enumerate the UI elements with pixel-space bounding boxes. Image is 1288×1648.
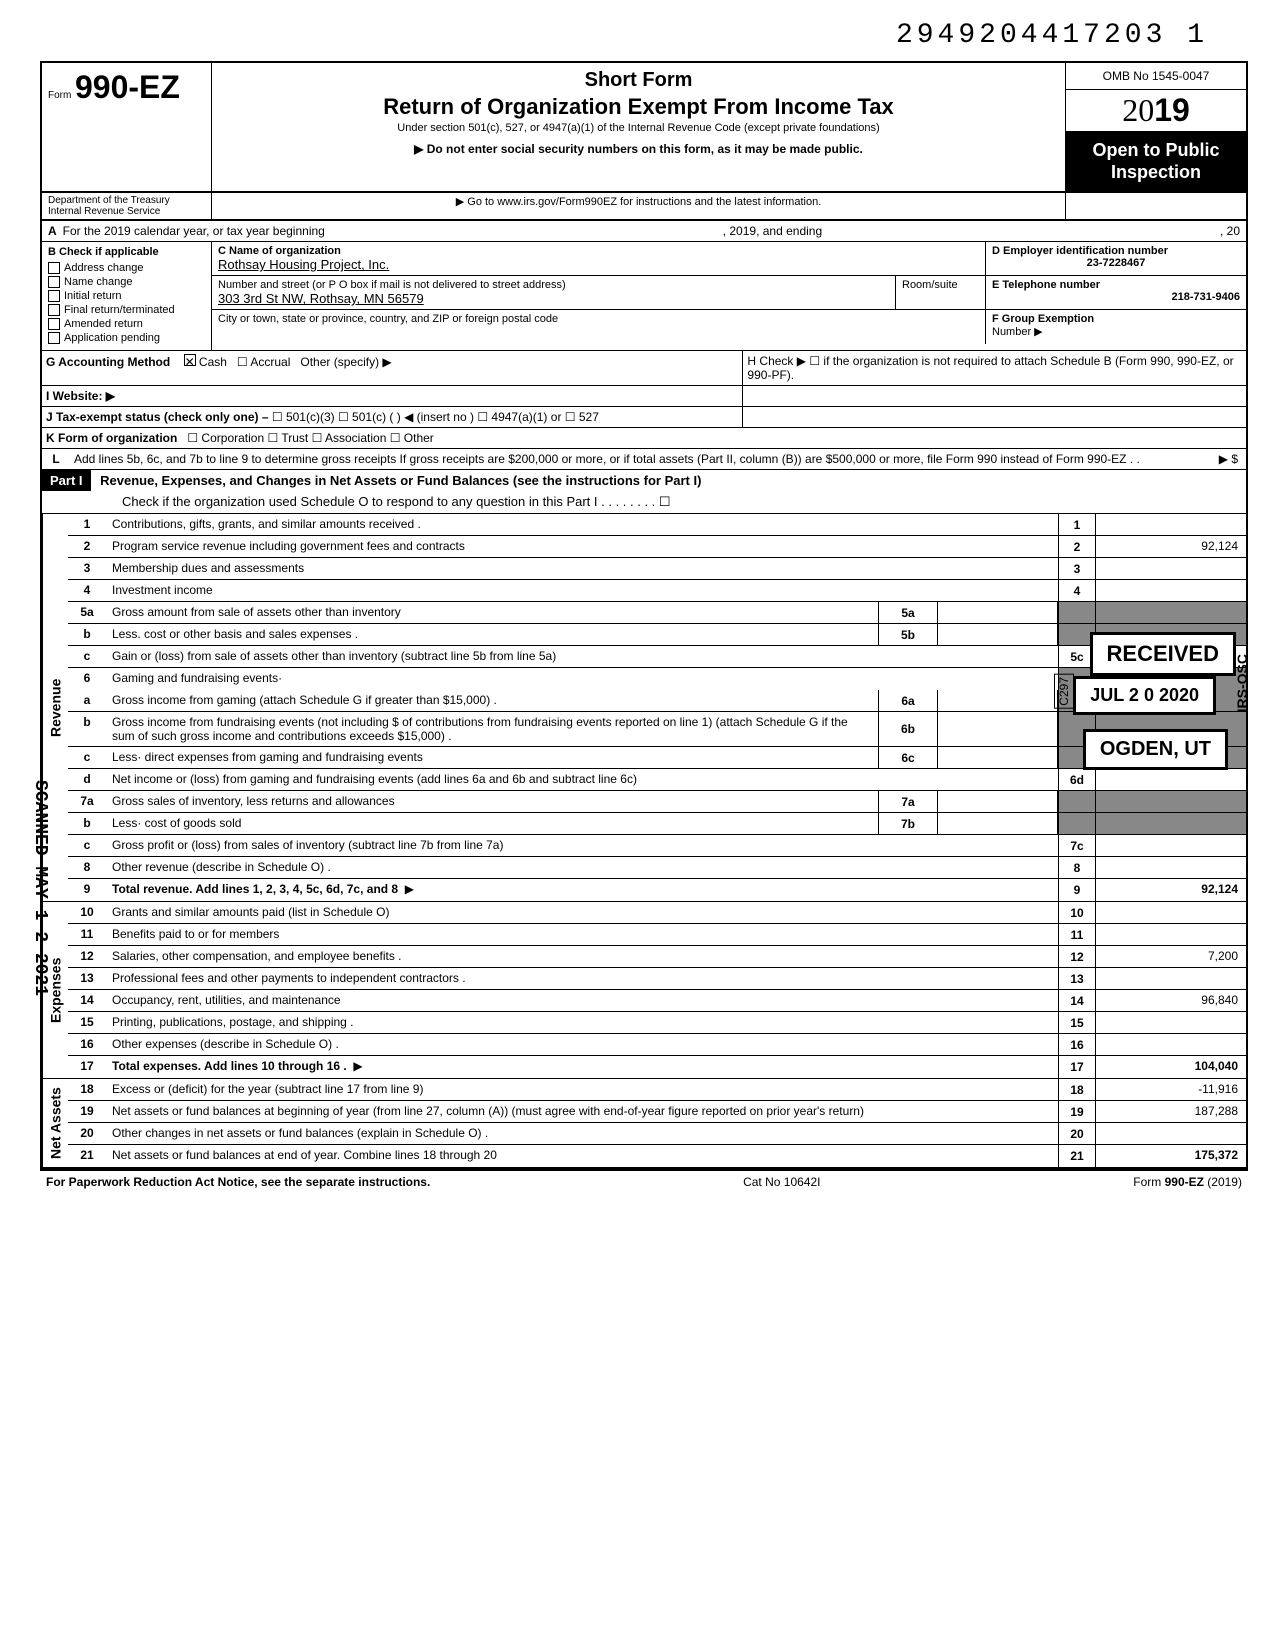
expenses-sidelabel: Expenses bbox=[42, 902, 68, 1078]
received-stamp: RECEIVED bbox=[1090, 632, 1236, 676]
chk-name-change[interactable]: Name change bbox=[48, 276, 205, 288]
b-header: B Check if applicable bbox=[48, 246, 205, 258]
netassets-section: Net Assets 18Excess or (deficit) for the… bbox=[42, 1079, 1246, 1169]
open-to-public: Open to Public bbox=[1070, 140, 1242, 162]
date-stamp: JUL 2 0 2020 bbox=[1073, 676, 1216, 715]
city-cell: City or town, state or province, country… bbox=[212, 310, 986, 344]
paperwork-notice: For Paperwork Reduction Act Notice, see … bbox=[46, 1175, 430, 1189]
form-prefix: Form bbox=[48, 90, 71, 101]
title-subtitle: Under section 501(c), 527, or 4947(a)(1)… bbox=[222, 122, 1055, 134]
col-cde: C Name of organization Rothsay Housing P… bbox=[212, 242, 1246, 350]
open-inspection: Open to Public Inspection bbox=[1066, 132, 1246, 191]
header-right-block: OMB No 1545-0047 2019 Open to Public Ins… bbox=[1066, 63, 1246, 191]
identity-block: B Check if applicable Address change Nam… bbox=[42, 242, 1246, 351]
title-return: Return of Organization Exempt From Incom… bbox=[222, 94, 1055, 120]
line-a-label: A bbox=[48, 224, 57, 238]
line-k: K Form of organization ☐ Corporation ☐ T… bbox=[42, 428, 1246, 449]
line-a-mid: , 2019, and ending bbox=[723, 224, 822, 238]
revenue-section: Revenue 1Contributions, gifts, grants, a… bbox=[42, 514, 1246, 902]
line-a-end: , 20 bbox=[1220, 224, 1240, 238]
line19-amount: 187,288 bbox=[1096, 1101, 1246, 1122]
d-ein-cell: D Employer identification number 23-7228… bbox=[986, 242, 1246, 275]
phone-value: 218-731-9406 bbox=[992, 291, 1240, 303]
ssn-warning: ▶ Do not enter social security numbers o… bbox=[222, 142, 1055, 156]
i-website: I Website: ▶ bbox=[46, 389, 115, 403]
document-number: 2949204417203 1 bbox=[40, 20, 1208, 51]
tax-year: 2019 bbox=[1066, 90, 1246, 132]
expenses-section: Expenses 10Grants and similar amounts pa… bbox=[42, 902, 1246, 1079]
irs-osc-stamp: IRS-OSC bbox=[1234, 654, 1250, 712]
line-a: A For the 2019 calendar year, or tax yea… bbox=[42, 221, 1246, 242]
org-name: Rothsay Housing Project, Inc. bbox=[218, 257, 979, 272]
irs-link: ▶ Go to www.irs.gov/Form990EZ for instru… bbox=[212, 193, 1066, 219]
org-address: 303 3rd St NW, Rothsay, MN 56579 bbox=[218, 291, 889, 306]
cat-no: Cat No 10642I bbox=[743, 1175, 820, 1189]
line2-amount: 92,124 bbox=[1096, 536, 1246, 557]
line12-amount: 7,200 bbox=[1096, 946, 1246, 967]
chk-address-change[interactable]: Address change bbox=[48, 262, 205, 274]
col-b-checkboxes: B Check if applicable Address change Nam… bbox=[42, 242, 212, 350]
chk-initial-return[interactable]: Initial return bbox=[48, 290, 205, 302]
chk-amended[interactable]: Amended return bbox=[48, 318, 205, 330]
line-l: L Add lines 5b, 6c, and 7b to line 9 to … bbox=[42, 449, 1246, 470]
h-check: H Check ▶ ☐ if the organization is not r… bbox=[743, 351, 1246, 385]
chk-application-pending[interactable]: Application pending bbox=[48, 332, 205, 344]
line-i: I Website: ▶ bbox=[42, 386, 1246, 407]
page-footer: For Paperwork Reduction Act Notice, see … bbox=[40, 1171, 1248, 1193]
part1-header: Part I Revenue, Expenses, and Changes in… bbox=[42, 470, 1246, 514]
line21-amount: 175,372 bbox=[1096, 1145, 1246, 1167]
ein-value: 23-7228467 bbox=[992, 257, 1240, 269]
form-ref: Form 990-EZ (2019) bbox=[1133, 1175, 1242, 1189]
part1-label: Part I bbox=[42, 470, 91, 491]
form-header: Form 990-EZ Short Form Return of Organiz… bbox=[42, 63, 1246, 193]
c297-stamp: C297 bbox=[1054, 674, 1074, 709]
form-id-block: Form 990-EZ bbox=[42, 63, 212, 191]
line17-total: 104,040 bbox=[1096, 1056, 1246, 1078]
line-a-text1: For the 2019 calendar year, or tax year … bbox=[63, 224, 325, 238]
line18-amount: -11,916 bbox=[1096, 1079, 1246, 1100]
dept-link-row: Department of the Treasury Internal Reve… bbox=[42, 193, 1246, 221]
ogden-stamp: OGDEN, UT bbox=[1083, 729, 1228, 770]
part1-title: Revenue, Expenses, and Changes in Net As… bbox=[100, 473, 701, 488]
revenue-sidelabel: Revenue bbox=[42, 514, 68, 901]
treasury-dept: Department of the Treasury Internal Reve… bbox=[42, 193, 212, 219]
line-g-h: G Accounting Method ✕ Cash ☐ Accrual Oth… bbox=[42, 351, 1246, 386]
chk-final-return[interactable]: Final return/terminated bbox=[48, 304, 205, 316]
line14-amount: 96,840 bbox=[1096, 990, 1246, 1011]
g-accounting: G Accounting Method ✕ Cash ☐ Accrual Oth… bbox=[42, 351, 743, 385]
form-title-block: Short Form Return of Organization Exempt… bbox=[212, 63, 1066, 191]
inspection-label: Inspection bbox=[1070, 162, 1242, 184]
c-name-cell: C Name of organization Rothsay Housing P… bbox=[212, 242, 986, 275]
e-phone-cell: E Telephone number 218-731-9406 bbox=[986, 276, 1246, 309]
room-cell: Room/suite bbox=[896, 276, 986, 309]
form-number: 990-EZ bbox=[75, 69, 180, 105]
form-990ez: Form 990-EZ Short Form Return of Organiz… bbox=[40, 61, 1248, 1171]
omb-number: OMB No 1545-0047 bbox=[1066, 63, 1246, 90]
form-wrapper: SCANNED MAY 1 2 2021 2949204417203 1 For… bbox=[40, 20, 1248, 1193]
addr-cell: Number and street (or P O box if mail is… bbox=[212, 276, 896, 309]
title-short-form: Short Form bbox=[222, 69, 1055, 92]
line-j: J Tax-exempt status (check only one) – ☐… bbox=[42, 407, 1246, 428]
netassets-sidelabel: Net Assets bbox=[42, 1079, 68, 1167]
f-group-cell: F Group Exemption Number ▶ bbox=[986, 310, 1246, 344]
line9-total: 92,124 bbox=[1096, 879, 1246, 901]
part1-sub: Check if the organization used Schedule … bbox=[42, 491, 1246, 513]
